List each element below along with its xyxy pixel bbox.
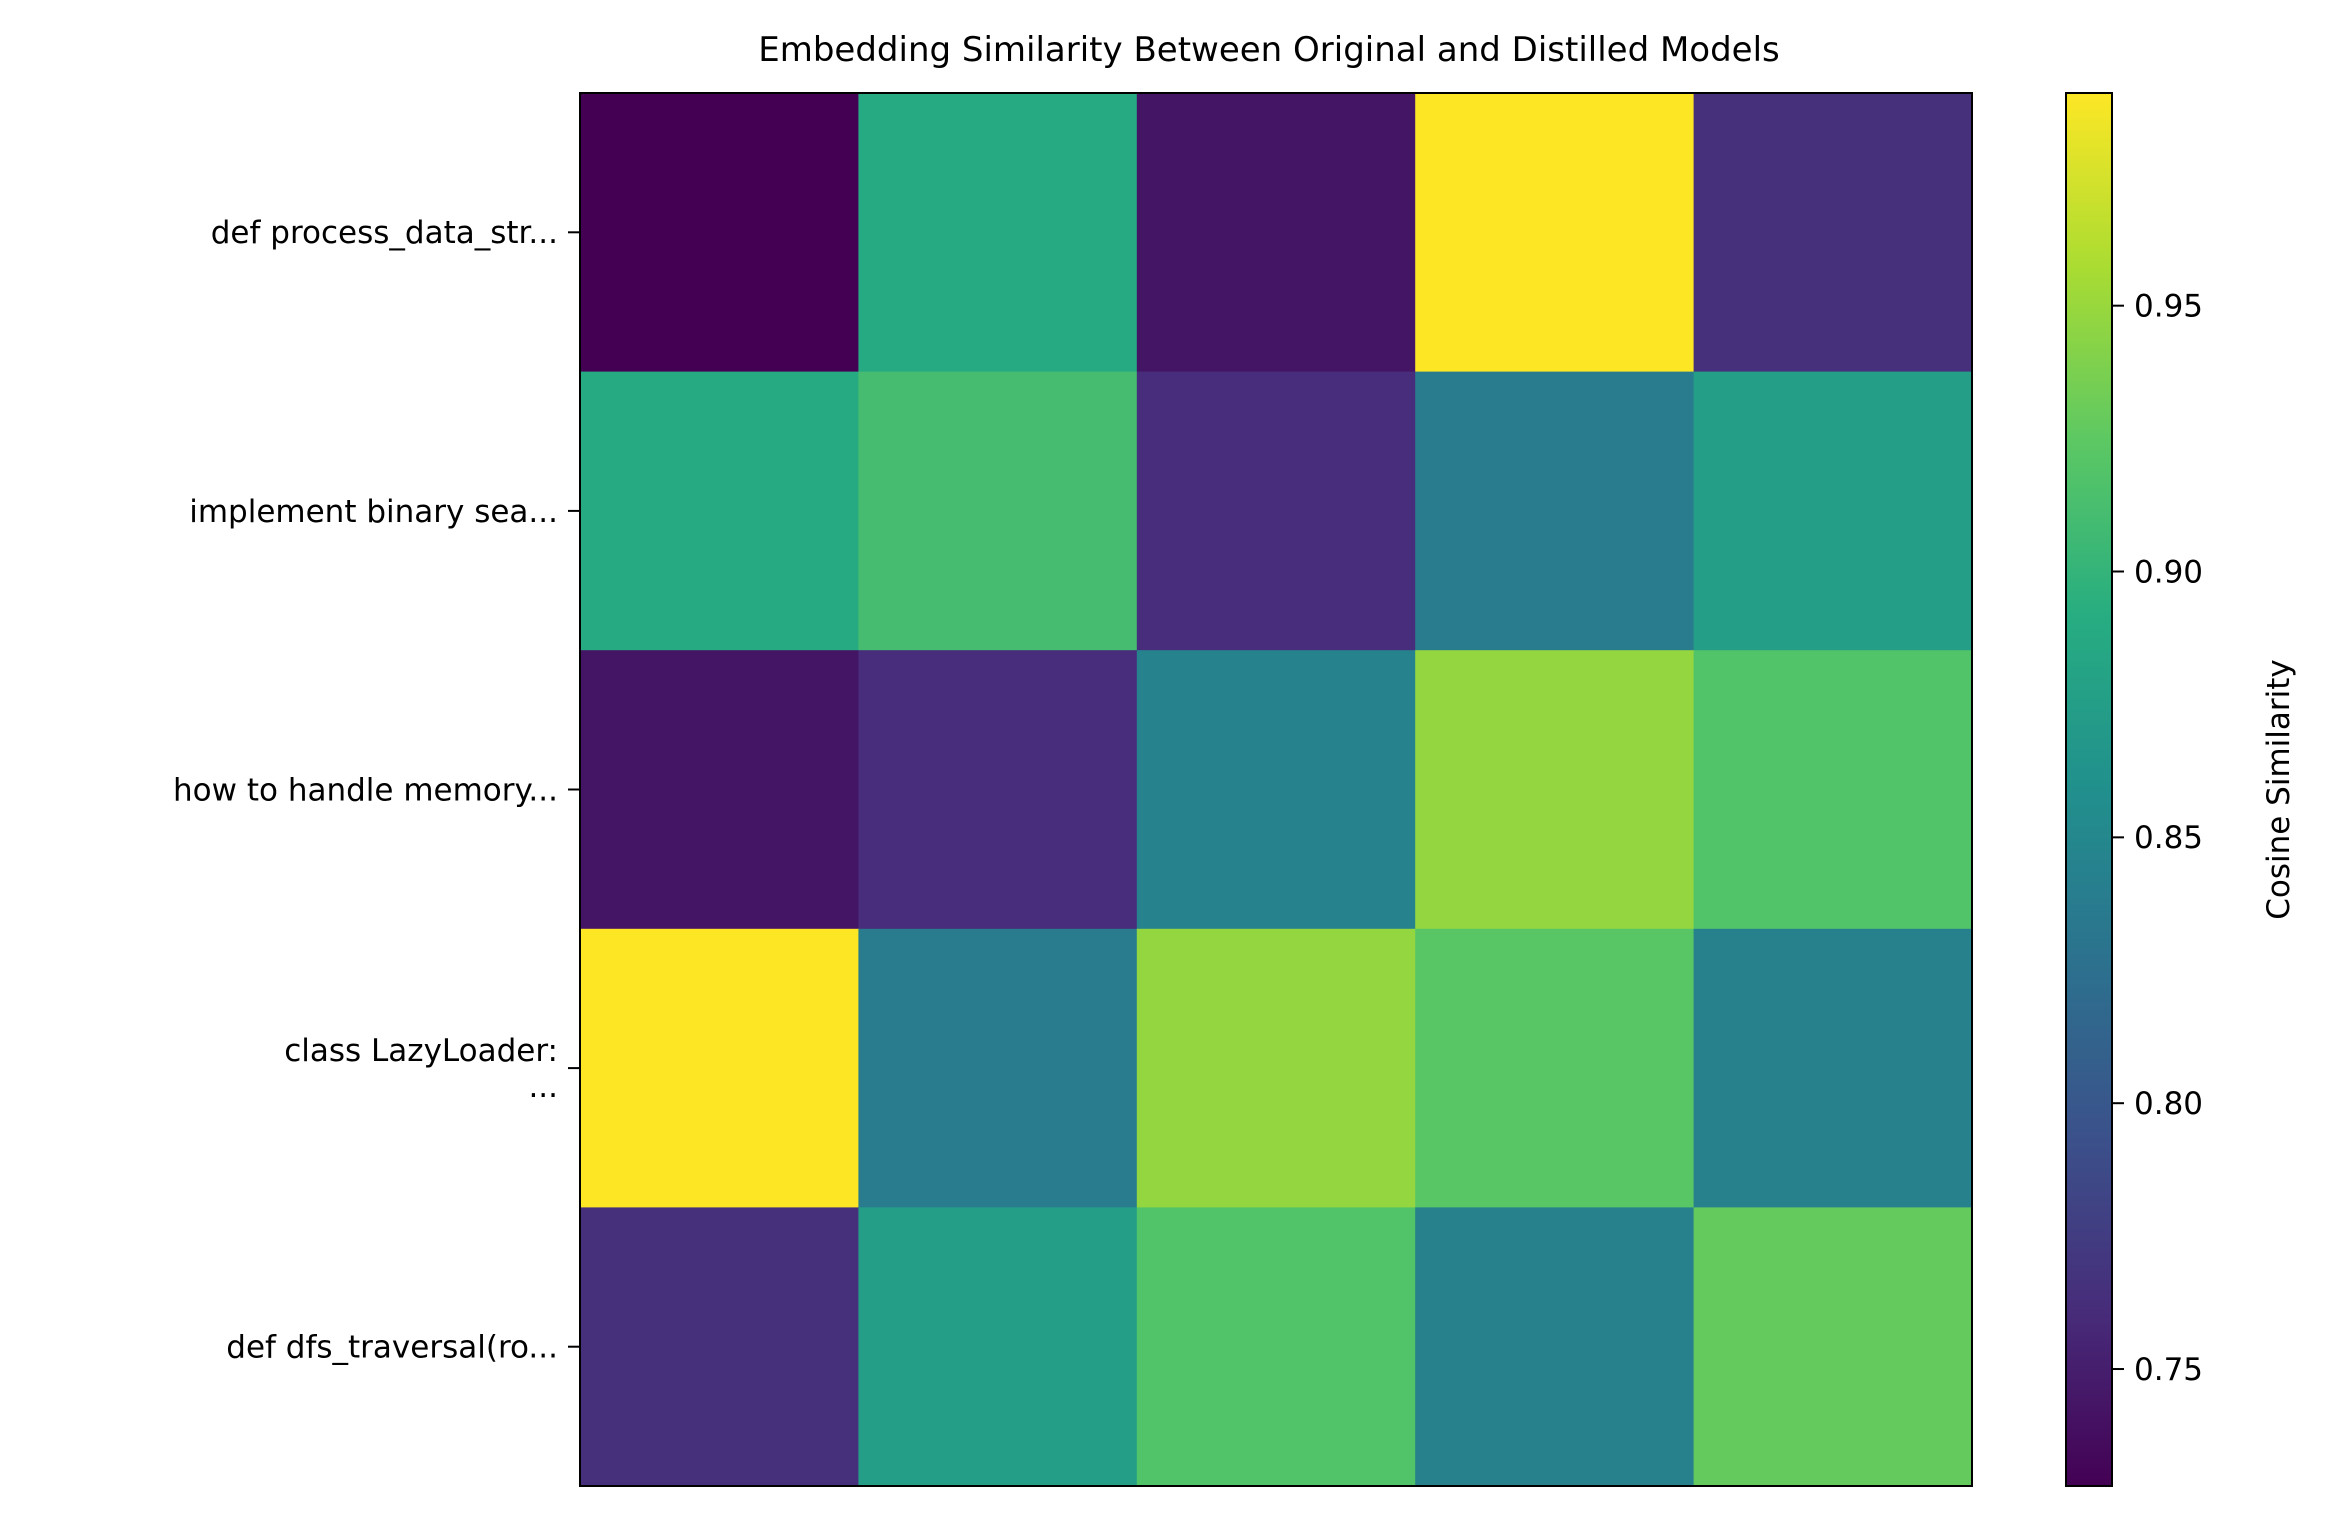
colorbar-ticks: 0.75 0.80 0.85 0.90 0.95 (2112, 289, 2203, 1388)
heatmap-cell-r4-c4 (1693, 1207, 1973, 1487)
heatmap-cell-r2-c3 (1415, 650, 1695, 930)
heatmap-cell-r3-c2 (1136, 928, 1416, 1208)
heatmap-cell-r2-c4 (1693, 650, 1973, 930)
heatmap-cell-r1-c3 (1415, 371, 1695, 651)
heatmap-cell-r3-c1 (858, 928, 1138, 1208)
heatmap-cell-r2-c1 (858, 650, 1138, 930)
plot-frame (579, 92, 1973, 1487)
y-tick-label: how to handle memory... (173, 772, 558, 808)
heatmap-cell-r1-c0 (580, 371, 859, 651)
heatmap-cell-r0-c4 (1693, 93, 1973, 373)
colorbar-frame (2065, 92, 2113, 1487)
heatmap-cell-r1-c2 (1136, 371, 1416, 651)
colorbar-tick-label: 0.80 (2134, 1086, 2203, 1122)
heatmap-cell-r3-c0 (580, 928, 859, 1208)
heatmap-cell-r0-c2 (1136, 93, 1416, 373)
heatmap-cell-r0-c3 (1415, 93, 1695, 373)
heatmap-cell-r3-c3 (1415, 928, 1695, 1208)
colorbar: 0.75 0.80 0.85 0.90 0.95 Cosine Similarity (2065, 92, 2297, 1487)
heatmap-cell-r4-c0 (580, 1207, 859, 1487)
y-tick-label: class LazyLoader:... (284, 1033, 558, 1105)
heatmap-cell-r1-c4 (1693, 371, 1973, 651)
y-axis-ticks: def process_data_str... implement binary … (173, 215, 580, 1366)
chart-title: Embedding Similarity Between Original an… (758, 30, 1780, 70)
y-tick-label: def dfs_traversal(ro... (226, 1330, 558, 1366)
colorbar-tick-label: 0.75 (2134, 1352, 2203, 1388)
heatmap-cell-r2-c0 (580, 650, 859, 930)
colorbar-tick-label: 0.95 (2134, 289, 2203, 325)
colorbar-tick-label: 0.85 (2134, 820, 2203, 856)
y-tick-label: def process_data_str... (211, 215, 558, 251)
heatmap-cell-r2-c2 (1136, 650, 1416, 930)
heatmap-cell-r3-c4 (1693, 928, 1973, 1208)
heatmap-cell-r1-c1 (858, 371, 1138, 651)
heatmap-cell-r0-c1 (858, 93, 1138, 373)
colorbar-gradient (2066, 93, 2112, 1486)
colorbar-label: Cosine Similarity (2261, 659, 2297, 920)
heatmap-cell-r4-c1 (858, 1207, 1138, 1487)
heatmap-cell-r4-c2 (1136, 1207, 1416, 1487)
colorbar-tick-label: 0.90 (2134, 554, 2203, 590)
heatmap-cell-r4-c3 (1415, 1207, 1695, 1487)
heatmap-cells (580, 93, 1973, 1487)
y-tick-label: implement binary sea... (189, 494, 558, 530)
heatmap-cell-r0-c0 (580, 93, 859, 373)
